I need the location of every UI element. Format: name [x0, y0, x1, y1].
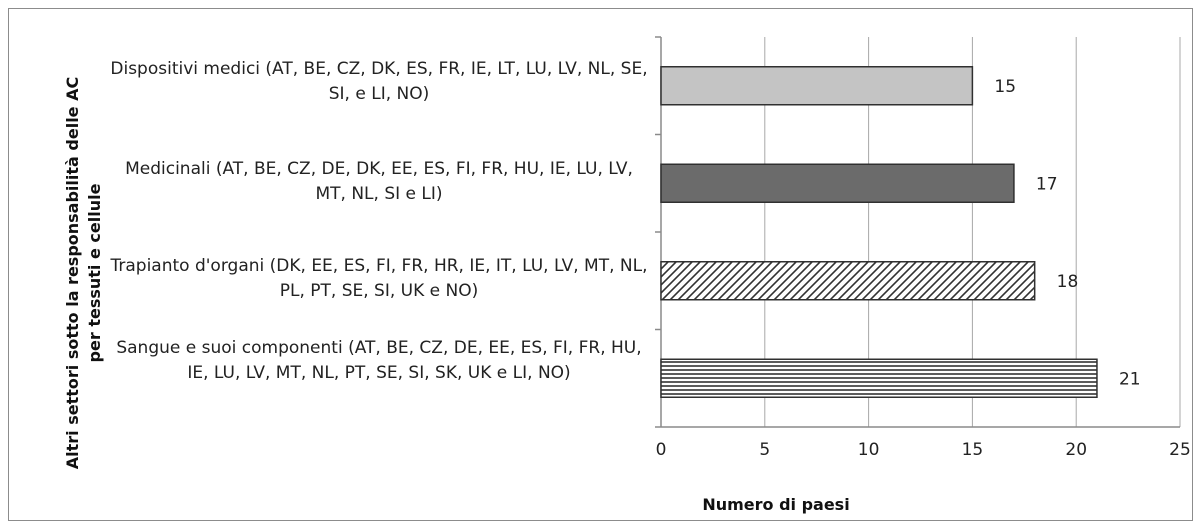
category-label: Medicinali (AT, BE, CZ, DE, DK, EE, ES, … — [125, 159, 633, 204]
data-label: 15 — [994, 77, 1016, 97]
x-tick-label: 5 — [759, 440, 770, 460]
chart-frame: 0 5 10 15 20 25 15 17 18 21 Dispositivi medici (A… — [8, 8, 1193, 521]
x-tick-label: 20 — [1065, 440, 1087, 460]
category-label: Trapianto d'organi (DK, EE, ES, FI, FR, … — [110, 256, 648, 301]
data-label: 21 — [1119, 369, 1141, 389]
chart-plot-area: 0 5 10 15 20 25 15 17 18 21 — [655, 36, 1191, 460]
x-tick-label: 25 — [1169, 440, 1191, 460]
bar — [660, 261, 1036, 301]
bar — [660, 163, 1015, 203]
x-tick-label: 0 — [656, 440, 667, 460]
x-axis-title: Numero di paesi — [702, 495, 850, 514]
y-axis-title: Altri settori sotto la responsabilità de… — [63, 76, 104, 470]
category-label: Dispositivi medici (AT, BE, CZ, DK, ES, … — [110, 59, 648, 104]
x-tick-label: 15 — [962, 440, 984, 460]
bar — [660, 66, 974, 106]
category-label: Sangue e suoi componenti (AT, BE, CZ, DE… — [116, 338, 642, 383]
x-tick-label: 10 — [858, 440, 880, 460]
bar — [660, 358, 1098, 398]
data-label: 18 — [1057, 272, 1079, 292]
data-label: 17 — [1036, 174, 1058, 194]
